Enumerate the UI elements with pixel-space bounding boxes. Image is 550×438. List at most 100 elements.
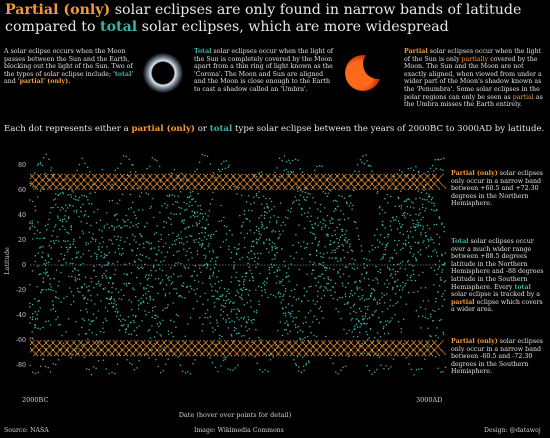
total-eclipse-point[interactable] <box>136 266 139 269</box>
total-eclipse-point[interactable] <box>96 340 99 342</box>
partial-eclipse-point[interactable] <box>51 182 54 184</box>
total-eclipse-point[interactable] <box>175 326 177 329</box>
total-eclipse-point[interactable] <box>397 197 400 200</box>
total-eclipse-point[interactable] <box>214 282 216 285</box>
partial-eclipse-point[interactable] <box>325 178 327 180</box>
total-eclipse-point[interactable] <box>437 308 440 310</box>
partial-eclipse-point[interactable] <box>278 345 280 347</box>
total-eclipse-point[interactable] <box>153 216 155 219</box>
partial-eclipse-point[interactable] <box>33 177 35 179</box>
partial-eclipse-point[interactable] <box>242 178 244 180</box>
total-eclipse-point[interactable] <box>314 303 317 305</box>
total-eclipse-point[interactable] <box>388 283 390 285</box>
partial-eclipse-point[interactable] <box>75 340 77 342</box>
total-eclipse-point[interactable] <box>401 214 404 217</box>
partial-eclipse-point[interactable] <box>432 181 434 183</box>
partial-eclipse-point[interactable] <box>56 178 58 180</box>
partial-eclipse-point[interactable] <box>38 182 40 184</box>
partial-eclipse-point[interactable] <box>412 182 414 184</box>
total-eclipse-point[interactable] <box>310 215 312 217</box>
partial-eclipse-point[interactable] <box>79 183 81 185</box>
partial-eclipse-point[interactable] <box>174 352 176 354</box>
total-eclipse-point[interactable] <box>403 200 406 203</box>
partial-eclipse-point[interactable] <box>140 177 142 179</box>
partial-eclipse-point[interactable] <box>243 352 245 354</box>
total-eclipse-point[interactable] <box>230 251 233 254</box>
partial-eclipse-point[interactable] <box>247 182 249 184</box>
partial-eclipse-point[interactable] <box>433 182 435 184</box>
partial-eclipse-point[interactable] <box>103 186 106 188</box>
partial-eclipse-point[interactable] <box>249 186 251 188</box>
partial-eclipse-point[interactable] <box>373 177 375 179</box>
total-eclipse-point[interactable] <box>354 328 356 330</box>
partial-eclipse-point[interactable] <box>80 175 82 177</box>
partial-eclipse-point[interactable] <box>95 347 97 349</box>
partial-eclipse-point[interactable] <box>41 352 43 354</box>
partial-eclipse-point[interactable] <box>109 181 111 183</box>
partial-eclipse-point[interactable] <box>177 350 179 352</box>
partial-eclipse-point[interactable] <box>102 343 104 346</box>
total-eclipse-point[interactable] <box>329 178 331 180</box>
total-eclipse-point[interactable] <box>317 281 320 284</box>
total-eclipse-point[interactable] <box>287 324 289 327</box>
total-eclipse-point[interactable] <box>289 255 292 257</box>
partial-eclipse-point[interactable] <box>137 173 139 175</box>
partial-eclipse-point[interactable] <box>62 352 64 354</box>
partial-eclipse-point[interactable] <box>59 342 62 344</box>
total-eclipse-point[interactable] <box>303 227 306 230</box>
partial-eclipse-point[interactable] <box>108 341 110 343</box>
total-eclipse-point[interactable] <box>329 220 331 222</box>
total-eclipse-point[interactable] <box>344 293 347 295</box>
partial-eclipse-point[interactable] <box>404 184 406 187</box>
total-eclipse-point[interactable] <box>240 297 242 299</box>
total-eclipse-point[interactable] <box>177 234 180 236</box>
partial-eclipse-point[interactable] <box>71 355 73 357</box>
partial-eclipse-point[interactable] <box>295 348 297 350</box>
total-eclipse-point[interactable] <box>159 181 162 183</box>
total-eclipse-point[interactable] <box>352 310 355 313</box>
partial-eclipse-point[interactable] <box>156 342 159 344</box>
total-eclipse-point[interactable] <box>250 250 253 252</box>
partial-eclipse-point[interactable] <box>319 178 322 180</box>
partial-eclipse-point[interactable] <box>77 345 79 347</box>
partial-eclipse-point[interactable] <box>138 353 140 355</box>
partial-eclipse-point[interactable] <box>133 188 136 190</box>
total-eclipse-point[interactable] <box>266 203 268 205</box>
total-eclipse-point[interactable] <box>392 358 395 360</box>
total-eclipse-point[interactable] <box>54 310 57 313</box>
total-eclipse-point[interactable] <box>287 323 289 326</box>
partial-eclipse-point[interactable] <box>368 178 370 180</box>
partial-eclipse-point[interactable] <box>61 340 63 342</box>
partial-eclipse-point[interactable] <box>235 186 237 188</box>
partial-eclipse-point[interactable] <box>315 182 317 184</box>
partial-eclipse-point[interactable] <box>387 184 389 187</box>
partial-eclipse-point[interactable] <box>239 175 241 177</box>
total-eclipse-point[interactable] <box>276 270 279 272</box>
partial-eclipse-point[interactable] <box>63 186 65 188</box>
partial-eclipse-point[interactable] <box>279 351 281 353</box>
partial-eclipse-point[interactable] <box>177 348 179 350</box>
partial-eclipse-point[interactable] <box>77 352 79 354</box>
partial-eclipse-point[interactable] <box>204 183 206 185</box>
partial-eclipse-point[interactable] <box>113 188 115 190</box>
partial-eclipse-point[interactable] <box>205 342 207 344</box>
partial-eclipse-point[interactable] <box>329 182 331 184</box>
partial-eclipse-point[interactable] <box>108 350 110 352</box>
partial-eclipse-point[interactable] <box>244 351 246 353</box>
total-eclipse-point[interactable] <box>395 216 398 218</box>
total-eclipse-point[interactable] <box>387 236 389 238</box>
partial-eclipse-point[interactable] <box>280 183 282 185</box>
partial-eclipse-point[interactable] <box>318 180 320 182</box>
total-eclipse-point[interactable] <box>101 230 103 232</box>
total-eclipse-point[interactable] <box>97 310 100 312</box>
total-eclipse-point[interactable] <box>176 292 178 294</box>
partial-eclipse-point[interactable] <box>318 187 320 189</box>
partial-eclipse-point[interactable] <box>117 186 119 188</box>
total-eclipse-point[interactable] <box>368 278 370 280</box>
partial-eclipse-point[interactable] <box>195 346 197 348</box>
partial-eclipse-point[interactable] <box>116 343 118 346</box>
total-eclipse-point[interactable] <box>103 224 106 227</box>
total-eclipse-point[interactable] <box>255 229 258 232</box>
partial-eclipse-point[interactable] <box>299 345 301 347</box>
partial-eclipse-point[interactable] <box>411 184 413 187</box>
